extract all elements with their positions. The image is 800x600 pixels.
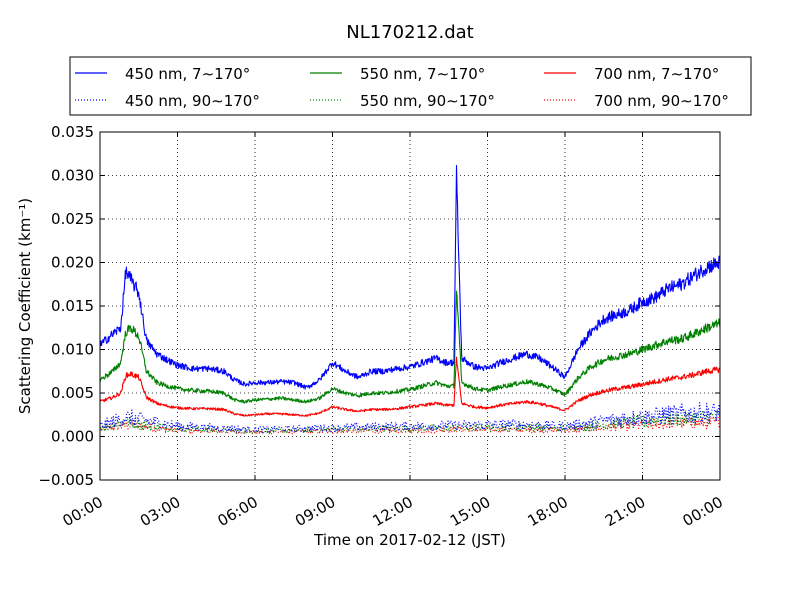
y-tick-label: 0.015 [51,297,94,315]
legend: 450 nm, 7∼170° 550 nm, 7∼170° 700 nm, 7∼17… [75,65,729,110]
y-tick-label: −0.005 [38,471,94,489]
y-tick-label: 0.030 [51,167,94,185]
series-layer [99,164,721,435]
y-tick-label: 0.020 [51,254,94,272]
series-line-4 [99,409,721,435]
legend-label: 450 nm, 90∼170° [125,92,260,110]
grid [100,132,720,480]
legend-box [69,56,752,116]
y-tick-label: 0.005 [51,384,94,402]
legend-label: 450 nm, 7∼170° [125,65,250,83]
series-line-3 [99,402,721,434]
y-tick-label: 0.010 [51,341,94,359]
series-line-5 [99,416,721,435]
legend-label: 550 nm, 7∼170° [360,65,485,83]
chart-title: NL170212.dat [346,22,473,43]
x-axis-title: Time on 2017-02-12 (JST) [313,531,506,549]
series-line-0 [99,164,721,390]
y-tick-label: 0.035 [51,123,94,141]
y-tick-label: 0.000 [51,428,94,446]
legend-label: 700 nm, 90∼170° [594,92,729,110]
y-tick-label: 0.025 [51,210,94,228]
y-axis-title: Scattering Coefficient (km⁻¹) [16,198,34,414]
legend-label: 700 nm, 7∼170° [594,65,719,83]
series-line-2 [99,356,721,417]
legend-label: 550 nm, 90∼170° [360,92,495,110]
series-line-1 [99,290,721,404]
